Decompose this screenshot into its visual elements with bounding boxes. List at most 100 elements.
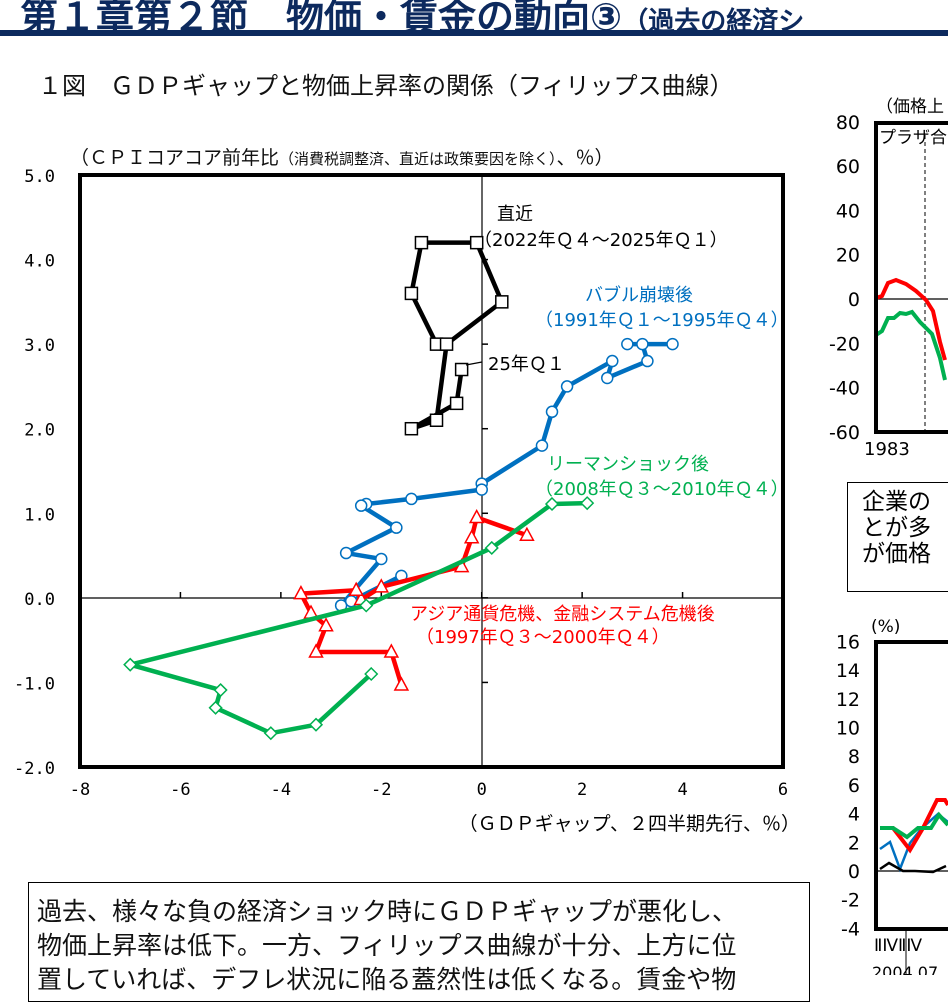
y-tick-label: 2.0 [24,421,55,441]
data-point [641,354,654,368]
y-tick-label: 1.0 [24,505,55,525]
data-point [469,235,484,250]
data-point [390,521,403,534]
data-point [621,337,634,351]
right-bottom-y-tick: -4 [841,918,860,940]
right-bottom-y-tick: 8 [848,746,860,768]
right-top-ylabel: （価格上 [876,97,944,117]
data-point [359,598,374,613]
y-tick-label: -1.0 [14,674,55,694]
series-0 [404,235,509,436]
data-point [263,726,278,741]
data-point [454,362,469,377]
data-point [463,529,480,544]
data-point [339,546,353,560]
x-tick-label: -8 [70,780,90,800]
data-point [308,717,324,732]
header-rule [0,30,948,36]
label-lehman: リーマンショック後 [547,454,709,475]
data-point [354,499,368,512]
data-point [375,552,388,566]
x-tick-label: 0 [477,780,487,800]
right-bottom-y-tick: 14 [836,660,860,682]
data-point [519,526,535,542]
data-point [208,700,223,715]
data-point [293,585,309,600]
data-point [439,337,454,351]
data-point [666,337,679,351]
data-point [636,337,649,351]
data-point [405,492,418,506]
right-top-y-tick: -40 [829,378,860,400]
right-box-line: が価格 [862,541,931,567]
data-point [606,354,619,368]
x-tick-label: 4 [677,780,687,800]
right-top-annotation: プラザ合 [879,128,947,148]
label-asia-period: （1997年Ｑ３～2000年Ｑ４） [416,627,670,648]
right-top-y-tick: 40 [836,200,860,222]
note-line: 過去、様々な負の経済ショック時にＧＤＰギャップが悪化し、 [37,897,738,926]
right-bottom-y-tick: 4 [848,804,860,826]
right-bottom-y-tick: 0 [848,861,860,883]
note-line: 置していれば、デフレ状況に陥る蓋然性は低くなる。賃金や物 [37,965,737,994]
right-bottom-green-line [880,811,948,840]
right-bottom-y-tick: 10 [836,718,860,740]
right-box-line: 企業の [862,489,931,515]
series-2 [293,508,535,691]
y-axis-label: （ＣＰＩコアコア前年比（消費税調整済、直近は政策要因を除く）、％） [70,147,614,169]
data-point [364,666,379,682]
data-point [535,439,549,452]
right-top-y-tick: 20 [836,245,860,267]
label-bubble: バブル崩壊後 [585,284,693,306]
phillips-curve-chart: （ＣＰＩコアコア前年比（消費税調整済、直近は政策要因を除く）、％） 5.0 4.0… [14,97,948,975]
right-bottom-y-tick: 16 [836,631,860,653]
label-leader-line [465,361,483,366]
right-top-red-line [875,277,947,361]
figure-title: １図 ＧＤＰギャップと物価上昇率の関係（フィリップス曲線） [38,72,734,100]
data-point [495,295,509,309]
label-recent-period: （2022年Ｑ４～2025年Ｑ１） [474,230,728,251]
plot-frame [78,173,785,769]
data-point [580,496,595,511]
y-tick-label: 4.0 [24,252,55,272]
data-point [545,405,559,419]
right-bottom-y-tick: 2 [848,832,860,854]
right-top-xstart: 1983 [864,439,910,460]
data-point [475,483,488,496]
x-tick-label: -2 [371,780,391,800]
data-point [373,578,390,593]
right-bottom-frame [874,640,948,931]
label-bubble-period: （1991年Ｑ１～1995年Ｑ４） [535,310,789,331]
right-top-y-tick: -20 [829,333,860,355]
data-point [318,617,334,632]
data-point [123,657,138,672]
data-point [468,508,485,524]
data-point [383,643,400,658]
x-tick-label: -4 [271,780,291,800]
right-summary-box: 企業の とが多 が価格 [847,482,948,592]
right-box-line: とが多 [862,515,931,541]
y-tick-label: 5.0 [24,167,55,187]
data-point [213,682,228,698]
y-tick-label: 3.0 [24,336,55,356]
x-tick-label: -6 [170,780,190,800]
data-point [404,286,419,301]
data-point [393,676,410,691]
data-point [308,643,324,658]
right-top-y-tick: 0 [848,289,860,311]
data-point [484,540,499,556]
right-bottom-years: 2004 07 [872,963,938,975]
right-top-y-tick: -60 [829,422,860,444]
right-top-green-line [874,309,947,381]
right-top-frame [874,121,948,434]
label-recent: 直近 [497,204,533,225]
right-bottom-black-line [879,861,947,874]
label-asia: アジア通貨危機、金融システム危機後 [410,604,715,625]
note-line: 物価上昇率は低下。一方、フィリップス曲線が十分、上方に位 [37,931,737,960]
label-25q1: 25年Ｑ１ [488,354,565,375]
series-3 [123,496,595,741]
right-bottom-quarters: ⅡⅣⅡⅣ [874,936,922,956]
label-lehman-period: （2008年Ｑ３～2010年Ｑ４） [535,479,789,500]
data-point [449,396,464,411]
right-bottom-y-tick: 12 [836,689,860,711]
